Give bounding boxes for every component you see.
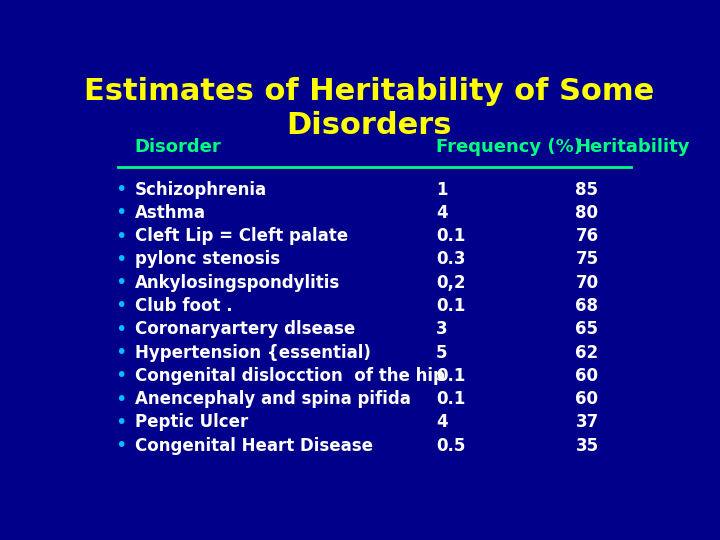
- Text: 37: 37: [575, 414, 599, 431]
- Text: •: •: [115, 413, 127, 432]
- Text: 75: 75: [575, 251, 598, 268]
- Text: •: •: [115, 343, 127, 362]
- Text: 85: 85: [575, 180, 598, 199]
- Text: 3: 3: [436, 320, 448, 338]
- Text: Estimates of Heritability of Some
Disorders: Estimates of Heritability of Some Disord…: [84, 77, 654, 140]
- Text: Coronaryartery dlsease: Coronaryartery dlsease: [135, 320, 355, 338]
- Text: •: •: [115, 296, 127, 315]
- Text: 4: 4: [436, 414, 448, 431]
- Text: 0.5: 0.5: [436, 437, 465, 455]
- Text: Congenital Heart Disease: Congenital Heart Disease: [135, 437, 373, 455]
- Text: Ankylosingspondylitis: Ankylosingspondylitis: [135, 274, 340, 292]
- Text: •: •: [115, 366, 127, 386]
- Text: 4: 4: [436, 204, 448, 222]
- Text: 70: 70: [575, 274, 598, 292]
- Text: Peptic Ulcer: Peptic Ulcer: [135, 414, 248, 431]
- Text: •: •: [115, 273, 127, 292]
- Text: 60: 60: [575, 367, 598, 385]
- Text: Asthma: Asthma: [135, 204, 206, 222]
- Text: 35: 35: [575, 437, 598, 455]
- Text: •: •: [115, 320, 127, 339]
- Text: Congenital dislocction  of the hip: Congenital dislocction of the hip: [135, 367, 444, 385]
- Text: Anencephaly and spina pifida: Anencephaly and spina pifida: [135, 390, 410, 408]
- Text: pylonc stenosis: pylonc stenosis: [135, 251, 280, 268]
- Text: 76: 76: [575, 227, 598, 245]
- Text: 0.1: 0.1: [436, 367, 465, 385]
- Text: 5: 5: [436, 343, 447, 362]
- Text: 0.3: 0.3: [436, 251, 465, 268]
- Text: Club foot .: Club foot .: [135, 297, 233, 315]
- Text: 65: 65: [575, 320, 598, 338]
- Text: •: •: [115, 204, 127, 222]
- Text: 0.1: 0.1: [436, 297, 465, 315]
- Text: Cleft Lip = Cleft palate: Cleft Lip = Cleft palate: [135, 227, 348, 245]
- Text: Frequency (%): Frequency (%): [436, 138, 582, 156]
- Text: 0,2: 0,2: [436, 274, 465, 292]
- Text: •: •: [115, 180, 127, 199]
- Text: 1: 1: [436, 180, 447, 199]
- Text: •: •: [115, 227, 127, 246]
- Text: 0.1: 0.1: [436, 390, 465, 408]
- Text: Hypertension {essential): Hypertension {essential): [135, 343, 371, 362]
- Text: Heritability: Heritability: [575, 138, 690, 156]
- Text: •: •: [115, 436, 127, 455]
- Text: •: •: [115, 389, 127, 409]
- Text: 62: 62: [575, 343, 598, 362]
- Text: Schizophrenia: Schizophrenia: [135, 180, 267, 199]
- Text: •: •: [115, 250, 127, 269]
- Text: 60: 60: [575, 390, 598, 408]
- Text: 80: 80: [575, 204, 598, 222]
- Text: Disorder: Disorder: [135, 138, 221, 156]
- Text: 68: 68: [575, 297, 598, 315]
- Text: 0.1: 0.1: [436, 227, 465, 245]
